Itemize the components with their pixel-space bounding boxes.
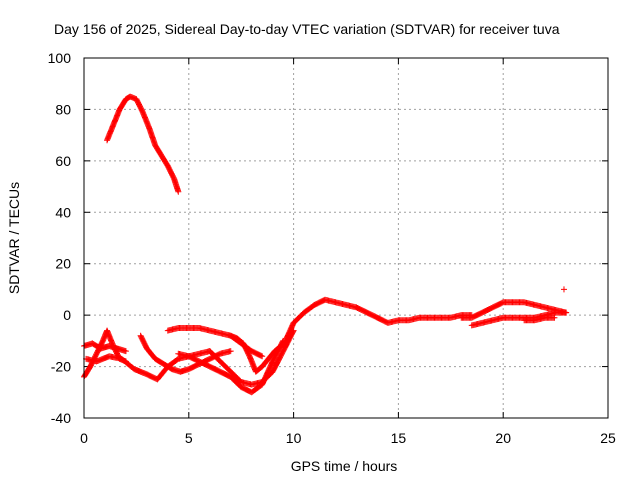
x-tick-label: 10 bbox=[286, 430, 302, 446]
y-axis-label: SDTVAR / TECUs bbox=[6, 182, 22, 294]
y-tick-label: 60 bbox=[55, 153, 71, 169]
series-arc-late-1 bbox=[458, 299, 570, 321]
y-tick-label: 100 bbox=[48, 50, 72, 66]
data-point bbox=[560, 286, 567, 293]
plot-border bbox=[83, 57, 609, 419]
y-tick-label: 20 bbox=[55, 256, 71, 272]
series-arc-high bbox=[104, 93, 182, 195]
data-points bbox=[81, 93, 570, 396]
y-tick-label: 40 bbox=[55, 204, 71, 220]
data-point bbox=[227, 348, 234, 355]
series-arc-mid bbox=[280, 296, 475, 349]
data-point bbox=[563, 309, 570, 316]
data-point bbox=[175, 188, 182, 195]
y-tick-label: -40 bbox=[51, 410, 71, 426]
series-arc-late-3 bbox=[521, 286, 567, 324]
series-arc-low-2 bbox=[81, 340, 129, 355]
series-arc-low-7 bbox=[206, 327, 297, 388]
y-tick-label: -20 bbox=[51, 359, 71, 375]
series-arc-low-1 bbox=[81, 327, 129, 380]
axis-ticks: 0 5 10 15 20 25 -40 -20 0 20 40 60 80 100 bbox=[48, 50, 616, 446]
x-axis-label: GPS time / hours bbox=[291, 458, 398, 474]
data-point bbox=[122, 348, 129, 355]
x-tick-label: 25 bbox=[600, 430, 616, 446]
x-tick-label: 15 bbox=[391, 430, 407, 446]
chart-title: Day 156 of 2025, Sidereal Day-to-day VTE… bbox=[54, 21, 560, 37]
x-tick-label: 20 bbox=[495, 430, 511, 446]
x-tick-label: 5 bbox=[185, 430, 193, 446]
y-tick-label: 0 bbox=[63, 307, 71, 323]
y-tick-label: 80 bbox=[55, 101, 71, 117]
data-point bbox=[551, 314, 558, 321]
data-point bbox=[277, 343, 284, 350]
data-point bbox=[258, 352, 265, 359]
data-point bbox=[259, 353, 266, 360]
x-tick-label: 0 bbox=[80, 430, 88, 446]
series-arc-low-8 bbox=[227, 332, 285, 375]
